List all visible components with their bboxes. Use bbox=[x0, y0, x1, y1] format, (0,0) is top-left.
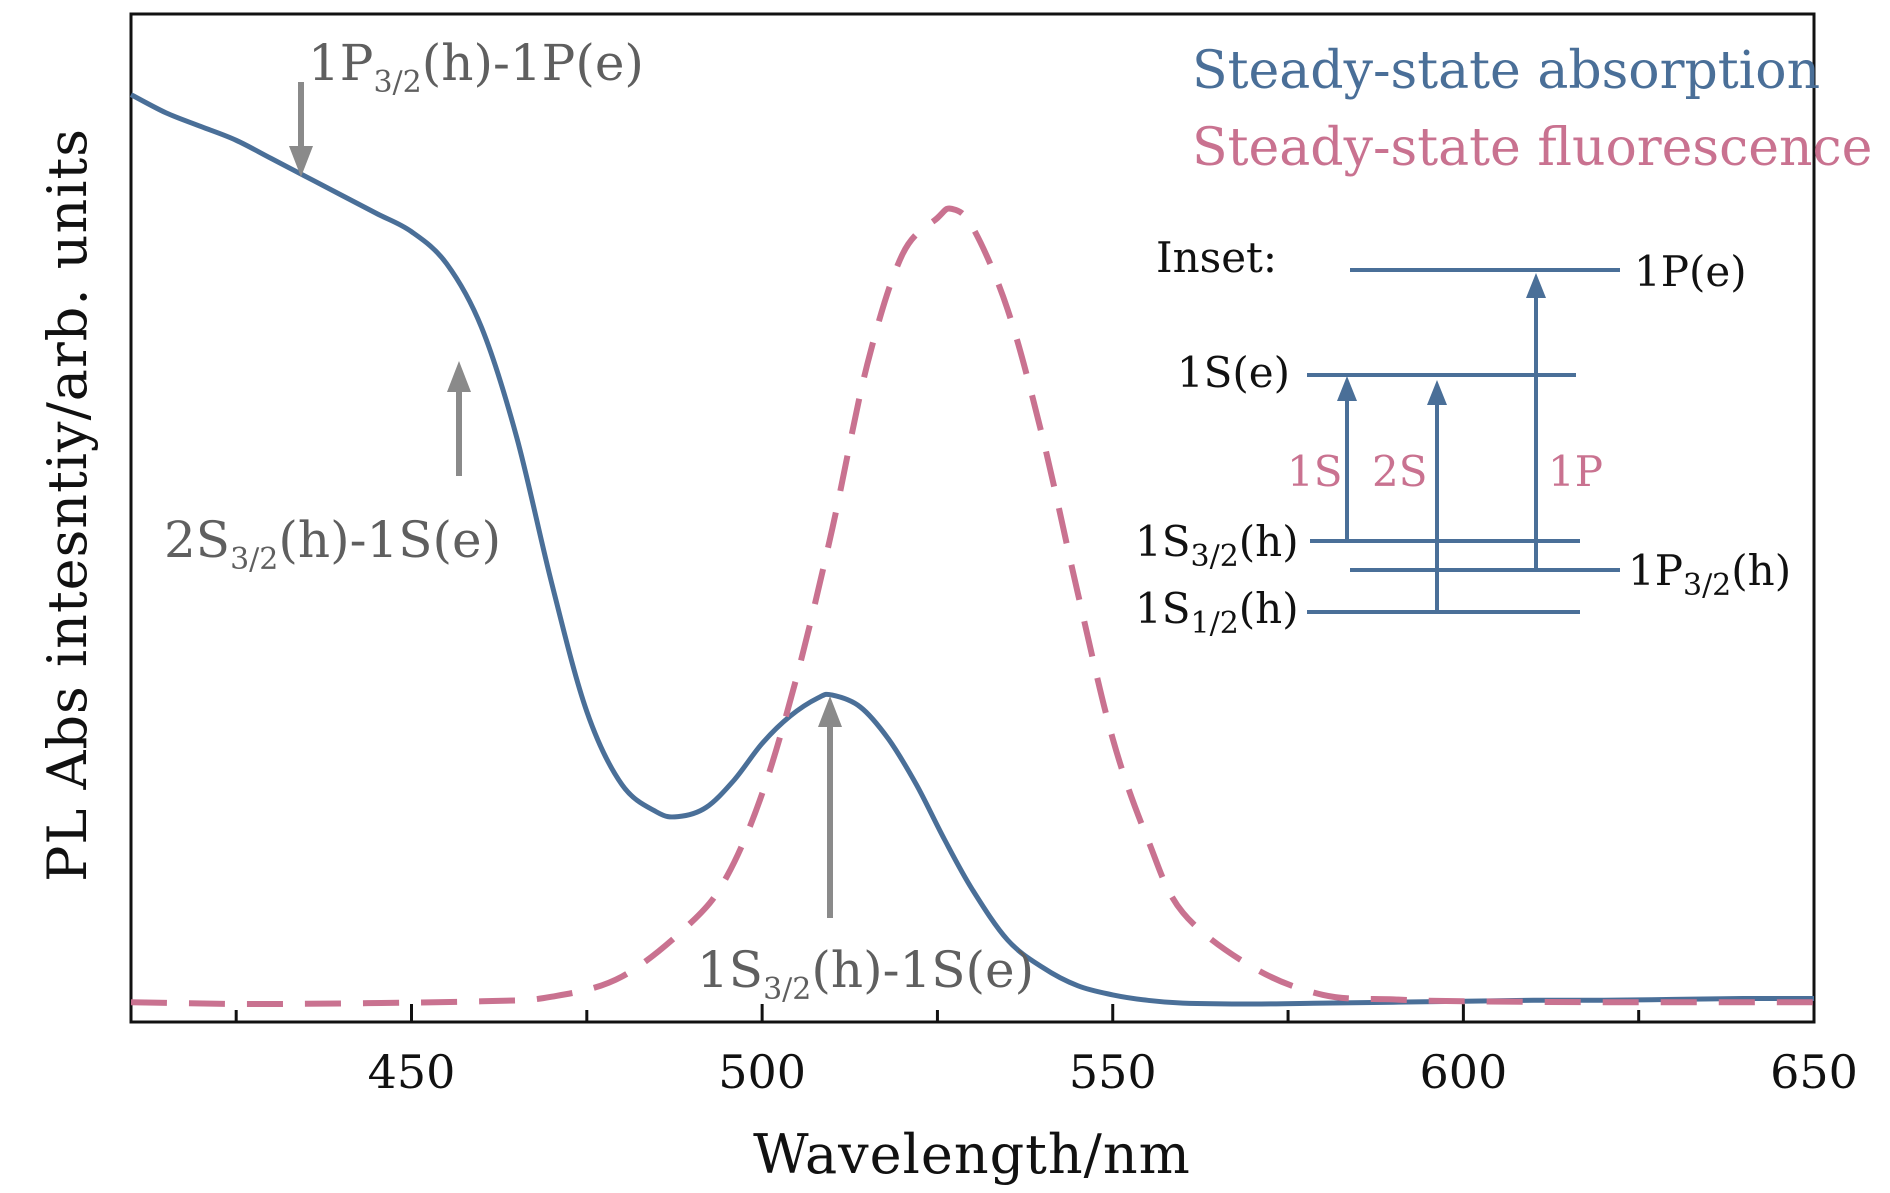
arrow-1p-annotation bbox=[289, 82, 313, 177]
legend-entry-fluorescence: Steady-state fluorescence bbox=[1192, 118, 1872, 178]
transition-2s-arrow bbox=[1427, 380, 1447, 612]
inset-diagram: Inset: 1P(e) 1 bbox=[1135, 233, 1791, 641]
inset-label-1s12-h: 1S1/2(h) bbox=[1135, 584, 1299, 641]
transition-1p-arrow bbox=[1526, 273, 1546, 570]
x-axis-ticks bbox=[234, 1004, 1816, 1022]
x-tick-label-600: 600 bbox=[1419, 1045, 1507, 1099]
annotations: 1P3/2(h)-1P(e) 2S3/2(h)-1S(e) 1S3/2(h)-1… bbox=[164, 34, 1034, 1007]
inset-title: Inset: bbox=[1156, 233, 1277, 282]
inset-level-lines bbox=[1307, 268, 1620, 614]
y-axis-title: PL Abs intesntiy/arb. units bbox=[36, 128, 99, 882]
legend-entry-absorption: Steady-state absorption bbox=[1192, 41, 1820, 101]
series-fluorescence-line bbox=[130, 205, 1815, 1008]
x-axis-tick-labels: 450 500 550 600 650 bbox=[368, 1045, 1858, 1099]
inset-label-1s-e: 1S(e) bbox=[1177, 348, 1290, 397]
inset-transition-arrows bbox=[1337, 273, 1546, 612]
inset-label-1p-e: 1P(e) bbox=[1634, 247, 1747, 296]
series-absorption-line bbox=[129, 92, 1815, 1007]
transition-1s-arrow bbox=[1337, 376, 1357, 541]
annotation-2s-label: 2S3/2(h)-1S(e) bbox=[164, 511, 501, 577]
inset-transition-label-1s: 1S bbox=[1287, 447, 1343, 496]
x-tick-label-650: 650 bbox=[1770, 1045, 1858, 1099]
x-tick-label-450: 450 bbox=[368, 1045, 456, 1099]
plot-frame bbox=[129, 12, 1816, 1024]
x-tick-label-500: 500 bbox=[718, 1045, 806, 1099]
x-axis-title: Wavelength/nm bbox=[753, 1123, 1191, 1186]
inset-label-1p32-h: 1P3/2(h) bbox=[1628, 546, 1791, 603]
arrow-2s-annotation bbox=[447, 361, 471, 476]
inset-label-1s32-h: 1S3/2(h) bbox=[1135, 517, 1299, 574]
annotation-1s-label: 1S3/2(h)-1S(e) bbox=[697, 941, 1034, 1007]
x-tick-label-550: 550 bbox=[1069, 1045, 1157, 1099]
inset-transition-label-1p: 1P bbox=[1548, 447, 1603, 496]
legend: Steady-state absorption Steady-state flu… bbox=[1192, 41, 1872, 178]
inset-transition-label-2s: 2S bbox=[1372, 447, 1428, 496]
arrow-1s-annotation bbox=[818, 696, 842, 918]
annotation-1p-label: 1P3/2(h)-1P(e) bbox=[308, 34, 644, 100]
series-layer bbox=[129, 92, 1815, 1008]
